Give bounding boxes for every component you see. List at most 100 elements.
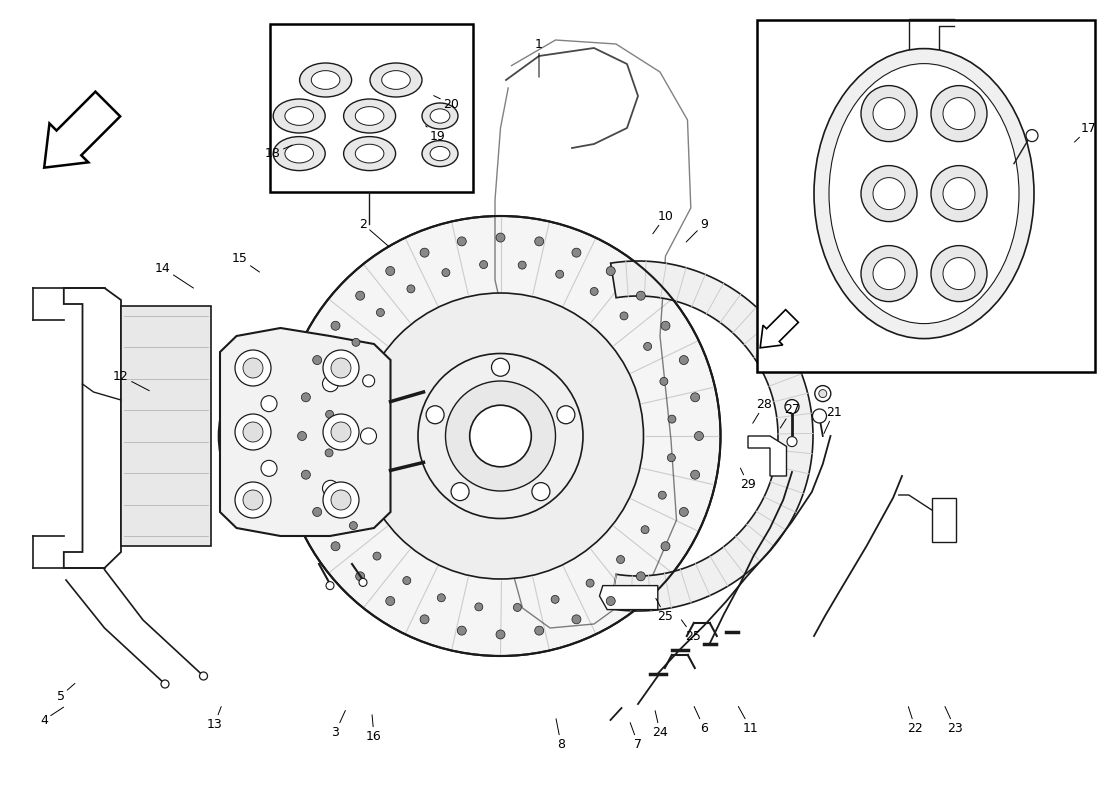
Circle shape (243, 422, 263, 442)
Circle shape (636, 291, 646, 300)
Text: 6: 6 (694, 706, 708, 734)
Circle shape (591, 287, 598, 295)
Text: 9: 9 (686, 218, 708, 242)
Text: 16: 16 (366, 714, 382, 742)
Polygon shape (760, 310, 799, 348)
Text: 11: 11 (738, 706, 758, 734)
Polygon shape (600, 586, 658, 610)
Circle shape (785, 399, 799, 414)
Circle shape (243, 366, 384, 506)
Circle shape (680, 507, 689, 517)
Text: 20: 20 (433, 96, 459, 110)
Circle shape (458, 237, 466, 246)
Circle shape (301, 470, 310, 479)
Text: 19: 19 (426, 126, 446, 142)
Polygon shape (748, 436, 786, 476)
Circle shape (556, 270, 563, 278)
Circle shape (931, 166, 987, 222)
Circle shape (668, 415, 675, 423)
Circle shape (661, 322, 670, 330)
Ellipse shape (299, 63, 352, 97)
Text: 22: 22 (908, 706, 923, 734)
Polygon shape (64, 288, 121, 568)
Ellipse shape (382, 70, 410, 90)
Ellipse shape (422, 103, 458, 129)
Circle shape (331, 358, 351, 378)
Text: 10: 10 (652, 210, 673, 234)
Circle shape (873, 178, 905, 210)
Circle shape (272, 394, 355, 478)
Circle shape (219, 341, 408, 531)
Text: 4: 4 (40, 707, 64, 726)
Polygon shape (220, 328, 390, 536)
Text: 14: 14 (155, 262, 194, 288)
Text: 13: 13 (207, 706, 222, 730)
Circle shape (358, 293, 644, 579)
Text: 15: 15 (232, 252, 260, 272)
Circle shape (617, 555, 625, 563)
Circle shape (243, 358, 263, 378)
Circle shape (252, 485, 264, 497)
Circle shape (243, 490, 263, 510)
Ellipse shape (343, 99, 396, 133)
Circle shape (931, 246, 987, 302)
Circle shape (551, 595, 559, 603)
Ellipse shape (285, 144, 314, 163)
Circle shape (496, 630, 505, 639)
Ellipse shape (273, 99, 326, 133)
Circle shape (333, 486, 341, 494)
Circle shape (323, 482, 359, 518)
Circle shape (323, 414, 359, 450)
Circle shape (386, 597, 395, 606)
Circle shape (492, 358, 509, 376)
Circle shape (691, 470, 700, 479)
Circle shape (620, 312, 628, 320)
Circle shape (786, 437, 798, 446)
Circle shape (518, 261, 526, 269)
Circle shape (873, 258, 905, 290)
Text: a passion for
parts catalogue: a passion for parts catalogue (356, 379, 700, 613)
Circle shape (420, 248, 429, 257)
Circle shape (280, 216, 720, 656)
Text: 23: 23 (945, 706, 962, 734)
Circle shape (572, 615, 581, 624)
Circle shape (691, 393, 700, 402)
Circle shape (1026, 130, 1038, 142)
Circle shape (363, 375, 375, 387)
Text: 5: 5 (56, 683, 75, 702)
Circle shape (298, 431, 307, 441)
Circle shape (943, 98, 975, 130)
Text: 12: 12 (113, 370, 150, 390)
Circle shape (442, 269, 450, 277)
Text: 24: 24 (652, 710, 668, 738)
Circle shape (438, 594, 446, 602)
Text: 21: 21 (824, 406, 842, 434)
Circle shape (235, 414, 271, 450)
Ellipse shape (343, 137, 396, 170)
Circle shape (475, 603, 483, 611)
Polygon shape (121, 306, 211, 546)
Circle shape (943, 258, 975, 290)
Circle shape (418, 354, 583, 518)
Circle shape (331, 322, 340, 330)
Circle shape (355, 291, 365, 300)
Circle shape (660, 378, 668, 386)
Circle shape (943, 178, 975, 210)
Circle shape (470, 405, 531, 467)
Polygon shape (44, 92, 120, 168)
Ellipse shape (814, 49, 1034, 338)
Circle shape (451, 482, 469, 501)
Text: 7: 7 (630, 722, 642, 750)
Polygon shape (610, 261, 813, 611)
Text: 27: 27 (780, 403, 800, 428)
Circle shape (334, 373, 343, 381)
Circle shape (312, 355, 321, 365)
Circle shape (636, 572, 646, 581)
Circle shape (658, 491, 667, 499)
Text: 28: 28 (752, 398, 772, 423)
Circle shape (586, 579, 594, 587)
Circle shape (331, 422, 351, 442)
Circle shape (818, 390, 827, 398)
Bar (932, 498, 956, 542)
Text: 1: 1 (535, 38, 543, 78)
